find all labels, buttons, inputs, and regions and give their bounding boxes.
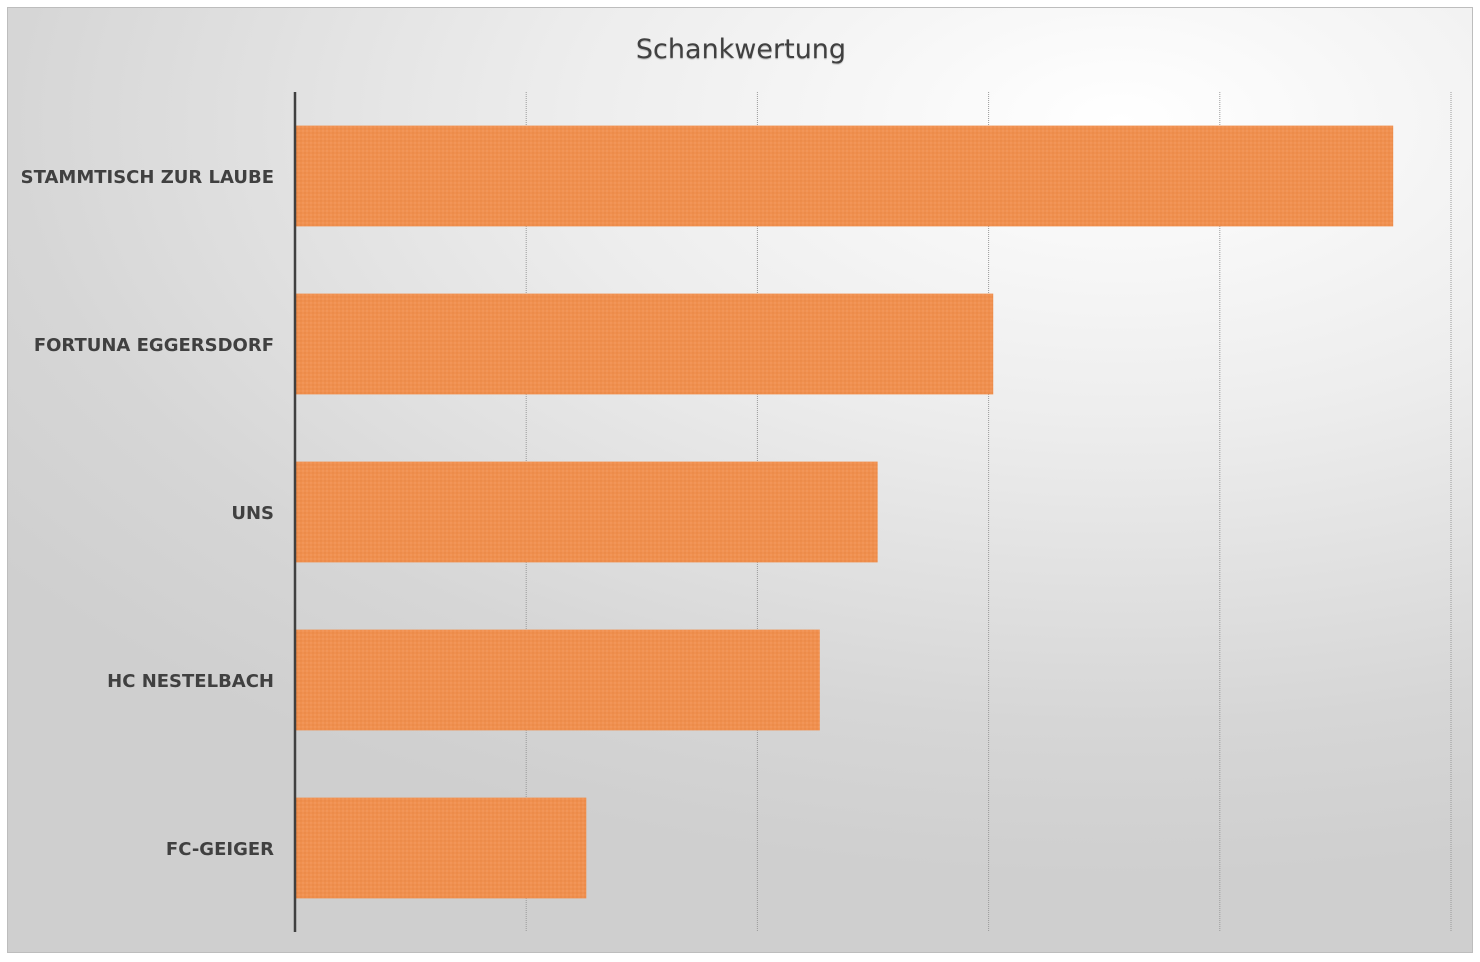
- chart-title: Schankwertung: [635, 34, 847, 65]
- bar: [295, 125, 1394, 227]
- bar: [295, 629, 820, 731]
- category-labels: STAMMTISCH ZUR LAUBE FORTUNA EGGERSDORF UN…: [21, 167, 274, 860]
- bars: [295, 125, 1394, 899]
- bar: [295, 461, 878, 563]
- category-label: STAMMTISCH ZUR LAUBE: [21, 167, 274, 188]
- chart-area: Schankwertung STAMMTISCH ZUR LAUBE FORTUN…: [7, 7, 1473, 953]
- category-label: FC-GEIGER: [166, 839, 274, 860]
- bar-chart: STAMMTISCH ZUR LAUBE FORTUNA EGGERSDORF UN…: [21, 92, 1452, 932]
- category-label: UNS: [231, 503, 274, 524]
- bar: [295, 293, 994, 395]
- bar: [295, 797, 587, 899]
- category-label: HC NESTELBACH: [107, 671, 274, 692]
- category-label: FORTUNA EGGERSDORF: [34, 335, 274, 356]
